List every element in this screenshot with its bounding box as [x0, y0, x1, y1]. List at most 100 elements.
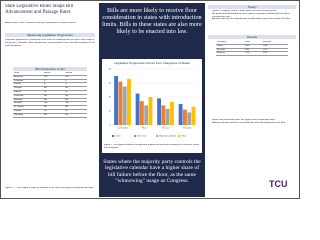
bar: [135, 93, 140, 125]
results-table: Category Floor Enacted Limits 0.45 0.30 No lim…: [216, 41, 288, 57]
cell: No: [64, 94, 87, 99]
header-row: Category Floor Enacted: [216, 41, 288, 45]
chart-title: Legislative Progression Across Four Cate…: [114, 61, 190, 65]
bar: [182, 109, 187, 125]
legend-label: No Limits: [137, 135, 147, 138]
row: N. Dakota No No: [13, 105, 87, 110]
bullet: Majority calendar control is associated …: [212, 122, 298, 125]
cell: No: [42, 113, 65, 118]
cell: Georgia: [13, 86, 43, 91]
x-tick-label: Passed: [162, 128, 170, 130]
cell: 0.30: [262, 44, 288, 49]
cell: No: [64, 98, 87, 103]
body-text: Legislative progression is measured as t…: [5, 39, 95, 47]
cell: 15: [42, 109, 65, 114]
legend-label: Other: [181, 135, 187, 138]
cell: No: [64, 86, 87, 91]
cell: N. Dakota: [13, 105, 43, 110]
row: Nevada Yes Yes: [13, 101, 87, 107]
logo: TCU: [269, 179, 288, 189]
cell: No limits: [216, 48, 245, 53]
row: Montana No No: [13, 98, 87, 103]
cell: Limits: [216, 44, 245, 49]
x-tick-label: Committee: [117, 127, 128, 130]
bullet: Unlike in Congress, floors in many state…: [212, 10, 298, 13]
cell: No: [42, 105, 65, 110]
row: Majority 0.28 0.18: [216, 51, 288, 57]
bar: [122, 86, 127, 125]
table: State House Senate Arkansas Yes Yes Colorado 5 5…: [13, 72, 87, 118]
bar: [144, 105, 149, 125]
cell: 5: [42, 79, 65, 84]
header-cell: State: [13, 72, 43, 76]
bar: [170, 101, 174, 125]
cell: 0.18: [262, 51, 288, 57]
bar: [187, 112, 192, 125]
cell: Nevada: [13, 101, 43, 107]
bar: [165, 108, 170, 125]
cell: No: [64, 105, 87, 110]
cell: 15: [64, 109, 87, 114]
cell: No: [42, 98, 65, 103]
table-title: Bill Introduction Limits: [13, 67, 87, 71]
cell: Yes: [42, 101, 65, 107]
bar: [157, 98, 162, 125]
cell: Louisiana: [13, 94, 43, 99]
section-title: Measuring Legislative Progression: [5, 33, 95, 37]
cell: Montana: [13, 98, 43, 103]
legend-swatch: [134, 135, 136, 137]
header-row: State House Senate: [13, 72, 87, 76]
cell: Majority: [216, 51, 245, 57]
cell: Arkansas: [13, 75, 43, 80]
cell: 6: [42, 82, 65, 88]
row: No limits 0.34 0.22: [216, 48, 288, 53]
bullet: States with introduction limits see high…: [212, 119, 298, 122]
y-tick-label: 60: [109, 83, 112, 85]
cell: Colorado: [13, 79, 43, 84]
cell: 0.22: [262, 48, 288, 53]
results-list: States with introduction limits see high…: [208, 119, 298, 125]
theory-title: Theory: [208, 5, 296, 9]
y-tick-label: 0: [110, 125, 112, 127]
title: State Legislative Rules Shape Bill Advan…: [5, 4, 74, 15]
cell: 10: [64, 90, 87, 95]
legend-swatch: [156, 135, 158, 137]
cell: 0.28: [244, 51, 263, 57]
cell: Yes: [64, 101, 87, 107]
poster: State Legislative Rules Shape Bill Advan…: [0, 0, 300, 199]
cell: 0.45: [244, 44, 263, 49]
x-tick-label: Enacted: [183, 127, 192, 130]
cell: Florida: [13, 82, 43, 88]
bar: [114, 76, 119, 125]
bar: [139, 101, 144, 125]
row: Colorado 5 5: [13, 79, 87, 84]
row: Indiana 10 10: [13, 90, 87, 95]
results-title: Results: [208, 35, 296, 39]
cell: 6: [64, 82, 87, 88]
header-cell: Enacted: [262, 41, 288, 45]
banner-bottom: States where the majority party controls…: [103, 159, 201, 185]
cell: Yes: [64, 75, 87, 80]
bullet: Agenda control by the majority party sho…: [212, 18, 298, 21]
cell: Virginia: [13, 109, 43, 114]
y-tick-label: 80: [109, 69, 112, 71]
cell: No: [42, 86, 65, 91]
theory-list: Unlike in Congress, floors in many state…: [208, 10, 298, 21]
row: Wyoming No No: [13, 113, 87, 118]
row: Limits 0.45 0.30: [216, 44, 288, 49]
cell: Wyoming: [13, 113, 43, 118]
chart: Legislative Progression Across Four Cate…: [109, 61, 198, 138]
header-cell: House: [42, 72, 65, 76]
bar: [161, 105, 166, 125]
row: Florida 6 6: [13, 82, 87, 88]
banner-top: Bills are more likely to receive floor c…: [102, 7, 202, 35]
cell: 10: [42, 90, 65, 95]
cell: No: [64, 113, 87, 118]
limits-table: State House Senate Arkansas Yes Yes Colorado 5 5…: [13, 72, 87, 118]
y-tick-label: 20: [109, 111, 112, 113]
authors: Adam Zelizer, Texas Christian University…: [5, 22, 76, 24]
legend-label: Limits: [115, 135, 122, 138]
legend-swatch: [112, 135, 114, 137]
bar: [191, 106, 196, 125]
row: Arkansas Yes Yes: [13, 75, 87, 80]
